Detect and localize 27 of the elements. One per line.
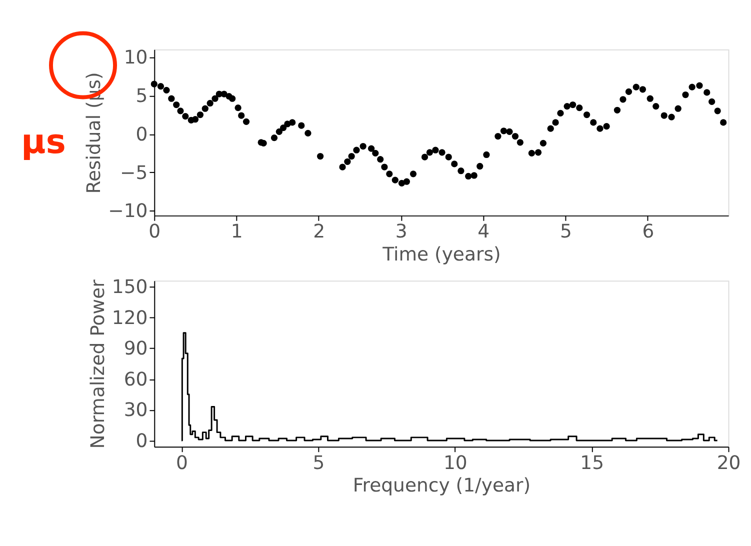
- x-tick-label: 3: [395, 222, 408, 243]
- x-tick-label: 1: [230, 222, 243, 243]
- y-tick-label: 30: [124, 400, 148, 422]
- x-tick-label: 5: [312, 452, 325, 474]
- y-tick-label: −10: [108, 201, 148, 222]
- y-tick-label: 150: [112, 277, 148, 298]
- y-tick-label: 0: [136, 124, 148, 146]
- x-axis-title: Frequency (1/year): [352, 476, 531, 497]
- x-tick-label: 4: [478, 222, 490, 243]
- y-tick-label: 0: [136, 430, 148, 452]
- x-tick-label: 5: [560, 222, 572, 243]
- x-tick-label: 2: [313, 222, 326, 243]
- y-tick-label: 60: [124, 369, 148, 390]
- x-tick-label: 15: [580, 452, 604, 474]
- x-tick-label: 20: [716, 452, 741, 474]
- x-tick-label: 0: [176, 452, 188, 474]
- y-tick-label: −5: [120, 162, 148, 184]
- x-tick-label: 0: [148, 222, 161, 243]
- y-tick-label: 10: [124, 48, 148, 69]
- text: μs: [21, 122, 66, 162]
- y-tick-label: 90: [124, 338, 148, 360]
- y-tick-label: 120: [112, 308, 148, 329]
- y-tick-label: 5: [136, 86, 148, 107]
- y-axis-title: Normalized Power: [88, 279, 109, 449]
- x-tick-label: 10: [443, 452, 468, 474]
- x-axis-title: Time (years): [382, 244, 501, 266]
- x-tick-label: 6: [642, 222, 654, 243]
